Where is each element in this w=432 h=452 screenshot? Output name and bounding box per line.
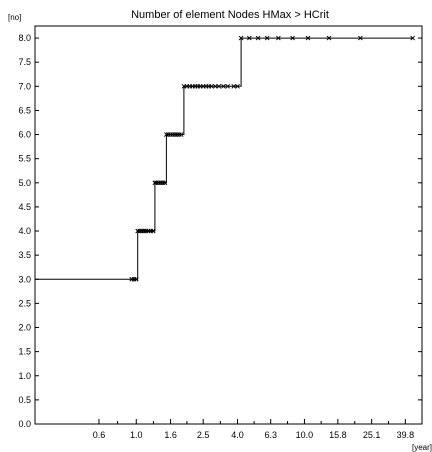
y-tick-label: 3.0	[18, 274, 31, 284]
data-point-marker	[225, 83, 231, 89]
data-point-marker	[133, 276, 139, 282]
data-point-marker	[326, 35, 332, 41]
data-point-marker	[150, 228, 156, 234]
x-tick-label: 25.1	[363, 430, 381, 440]
x-tick-label: 1.0	[130, 430, 143, 440]
data-point-marker	[162, 180, 168, 186]
data-point-marker	[410, 35, 416, 41]
y-tick-label: 1.5	[18, 347, 31, 357]
x-tick-label: 1.6	[164, 430, 177, 440]
x-tick-label: 10.0	[296, 430, 314, 440]
y-tick-label: 4.0	[18, 226, 31, 236]
data-point-marker	[246, 35, 252, 41]
y-axis: 0.0 0.5 1.0 1.5 2.0 2.5 3.0 3.5 4.0 4.5 5.0 5.5 6.0 6…	[18, 33, 422, 429]
data-point-marker	[255, 35, 261, 41]
data-point-marker	[209, 83, 214, 89]
y-axis-label: [no]	[8, 13, 21, 22]
data-point-marker	[238, 35, 244, 41]
x-tick-label: 6.3	[264, 430, 277, 440]
x-tick-label: 4.0	[231, 430, 244, 440]
y-tick-label: 4.5	[18, 202, 31, 212]
y-tick-label: 5.5	[18, 154, 31, 164]
data-point-marker	[221, 83, 226, 89]
y-tick-label: 1.0	[18, 371, 31, 381]
x-tick-label: 2.5	[197, 430, 210, 440]
series-line	[35, 37, 413, 280]
data-point-marker	[290, 35, 295, 41]
series-layer	[35, 35, 416, 282]
y-tick-label: 8.0	[18, 33, 31, 43]
y-tick-label: 5.0	[18, 178, 31, 188]
y-tick-label: 0.5	[18, 395, 31, 405]
y-tick-label: 7.0	[18, 81, 31, 91]
data-point-marker	[264, 35, 270, 41]
x-tick-label: 39.8	[397, 430, 415, 440]
data-point-marker	[231, 83, 237, 89]
chart-title: Number of element Nodes HMax > HCrit	[131, 9, 329, 21]
plot-frame	[34, 25, 423, 425]
data-point-marker	[235, 83, 240, 89]
x-axis: 0.6 1.0 1.6 2.5 4.0 6.3 10.0 15.8 25.1 39.8	[93, 419, 414, 440]
data-point-marker	[276, 35, 281, 41]
x-axis-label: [year]	[412, 443, 432, 452]
data-point-marker	[305, 35, 311, 41]
y-tick-label: 3.5	[18, 250, 31, 260]
y-tick-label: 0.0	[18, 419, 31, 429]
data-point-marker	[358, 35, 363, 41]
y-tick-label: 2.0	[18, 323, 31, 333]
y-tick-label: 6.5	[18, 105, 31, 115]
data-point-marker	[212, 83, 218, 89]
data-point-marker	[141, 228, 147, 234]
data-point-marker	[152, 180, 158, 186]
y-tick-label: 6.0	[18, 130, 31, 140]
data-point-marker	[216, 83, 222, 89]
y-tick-label: 7.5	[18, 57, 31, 67]
data-point-marker	[178, 132, 184, 137]
data-point-marker	[164, 132, 169, 137]
x-tick-label: 0.6	[93, 430, 106, 440]
x-tick-label: 15.8	[329, 430, 347, 440]
y-tick-label: 2.5	[18, 298, 31, 308]
